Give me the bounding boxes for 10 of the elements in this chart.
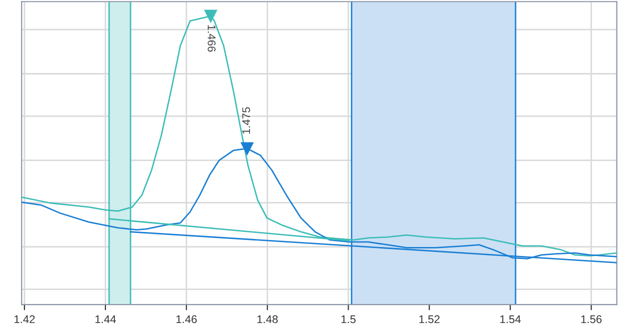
- x-tick-label: 1.44: [95, 315, 116, 324]
- x-tick-label: 1.48: [257, 315, 278, 324]
- x-tick-label: 1.52: [419, 315, 440, 324]
- x-tick-label: 1.46: [176, 315, 197, 324]
- x-tick-label: 1.54: [500, 315, 521, 324]
- x-tick-label: 1.56: [581, 315, 602, 324]
- x-tick-label: 1.5: [341, 315, 356, 324]
- annotation: 1.466: [208, 25, 216, 52]
- x-tick-label: 1.42: [14, 315, 35, 324]
- annotation: 1.475: [242, 107, 250, 134]
